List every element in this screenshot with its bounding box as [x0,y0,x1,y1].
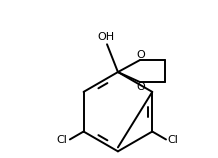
Text: O: O [136,82,145,92]
Text: O: O [136,50,145,60]
Text: OH: OH [97,32,115,42]
Text: Cl: Cl [167,135,178,146]
Text: Cl: Cl [56,135,67,146]
